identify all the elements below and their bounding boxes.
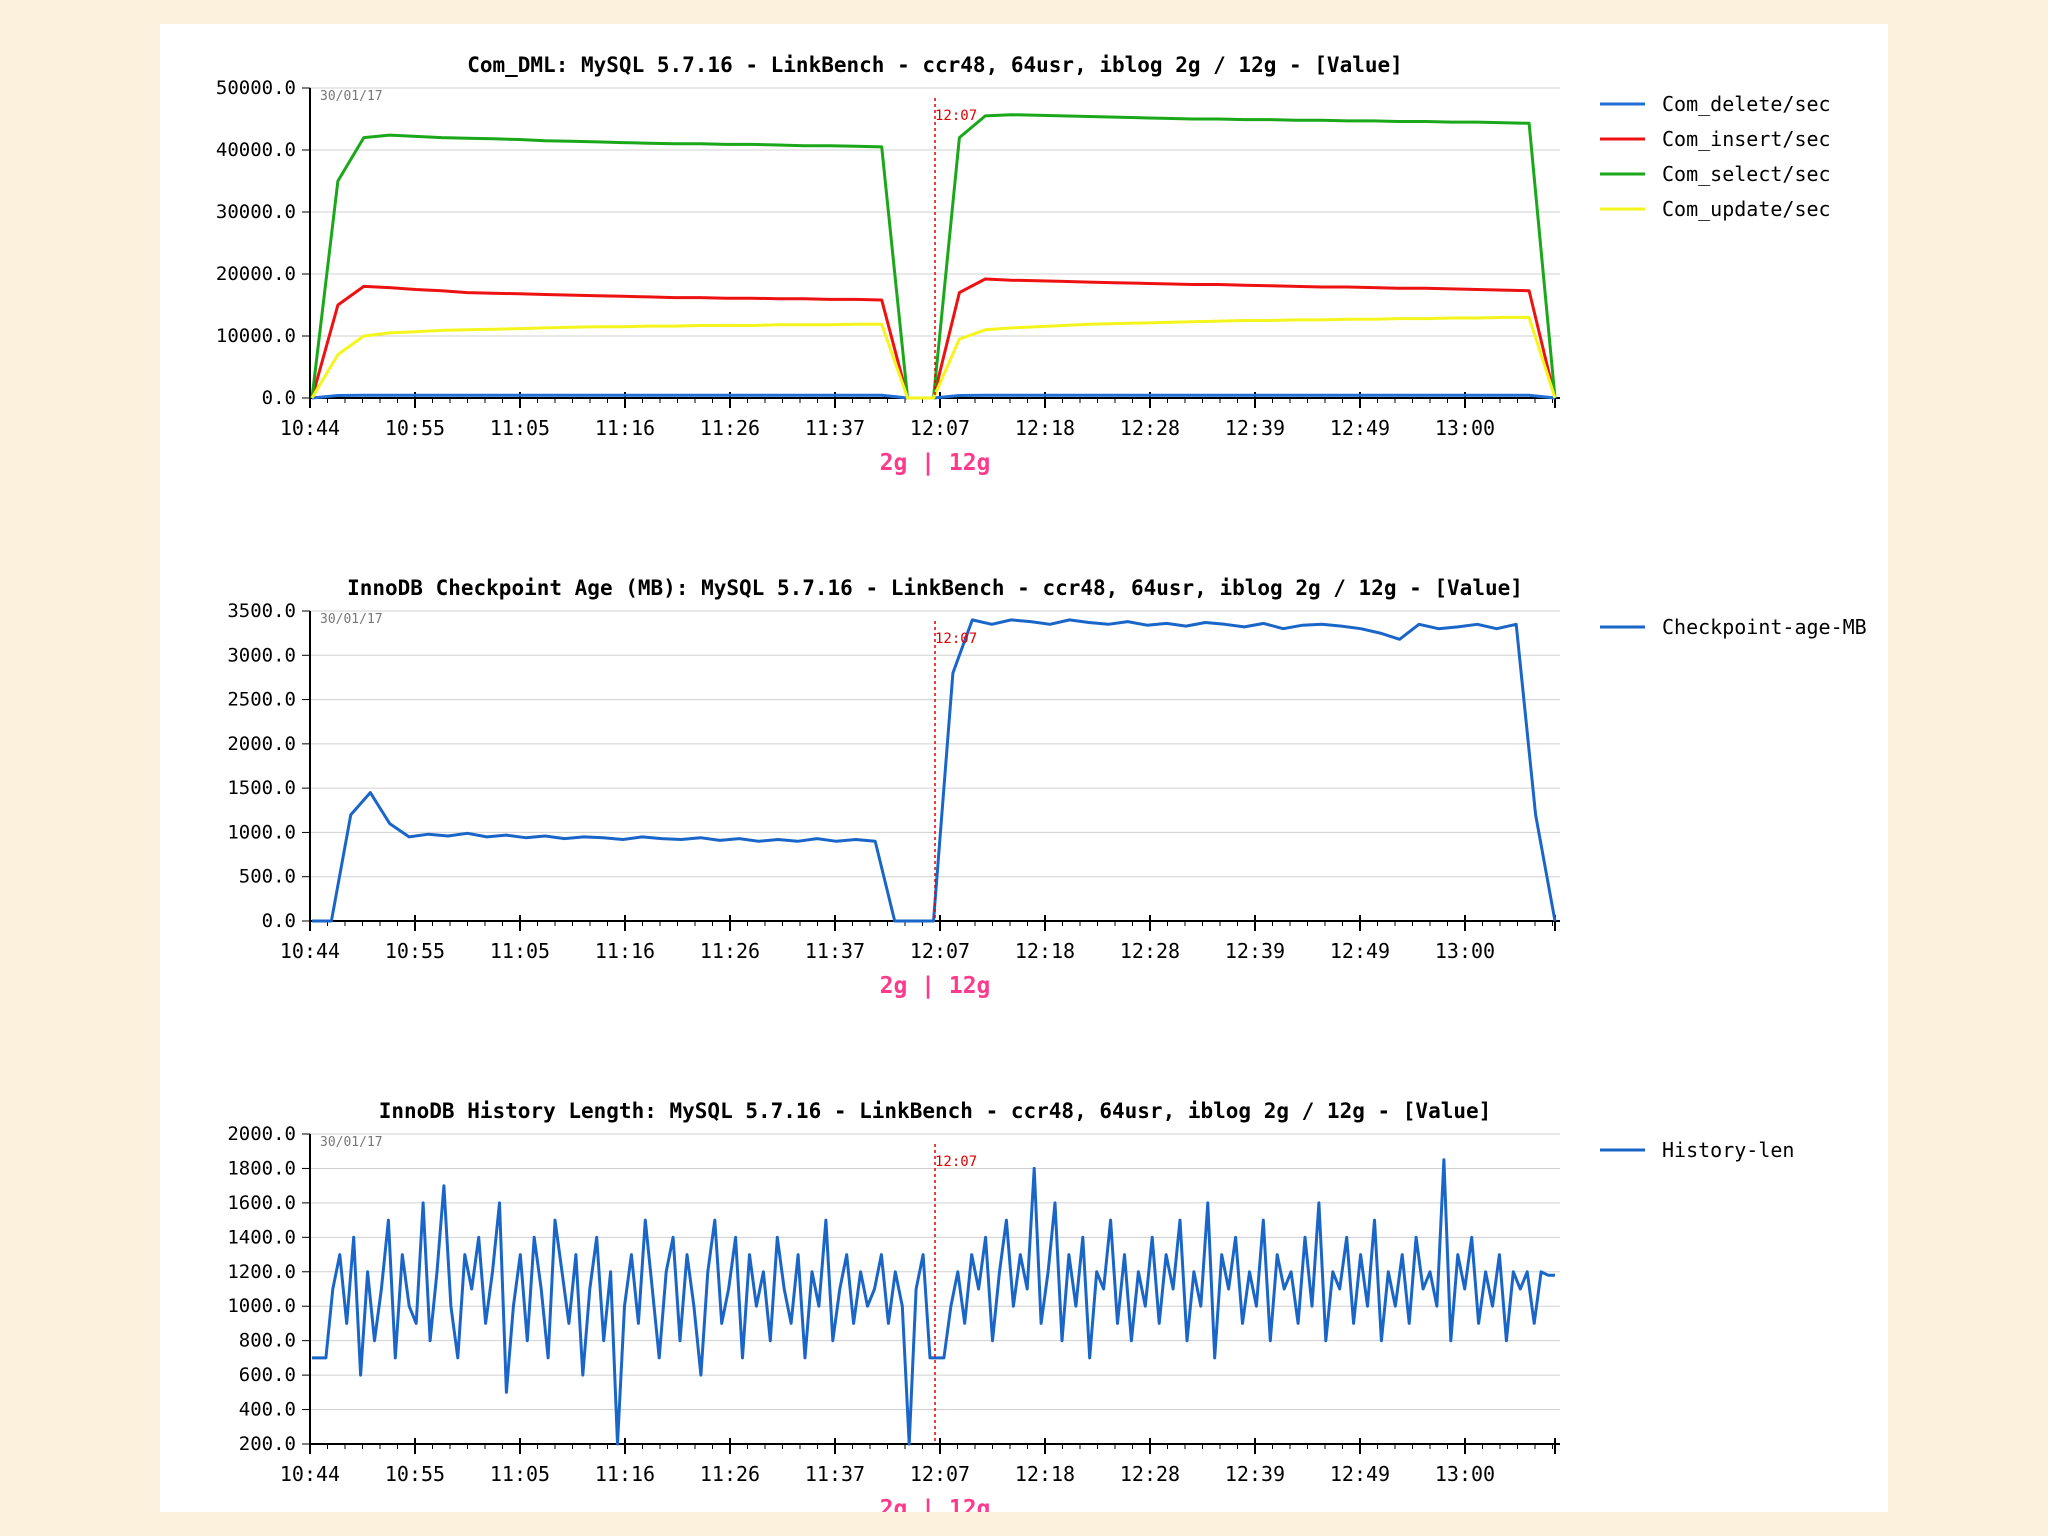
y-tick-label: 2500.0 — [227, 689, 296, 711]
marker-label: 12:07 — [935, 1154, 977, 1170]
x-tick-label: 11:26 — [700, 939, 760, 963]
y-tick-label: 40000.0 — [216, 139, 296, 161]
x-tick-label: 10:44 — [280, 1462, 340, 1486]
y-tick-label: 800.0 — [239, 1330, 296, 1352]
x-tick-label: 12:18 — [1015, 1462, 1075, 1486]
y-tick-label: 2000.0 — [227, 733, 296, 755]
legend-label: Com_delete/sec — [1662, 92, 1831, 116]
x-tick-label: 12:39 — [1225, 1462, 1285, 1486]
marker-label: 12:07 — [935, 631, 977, 647]
y-tick-label: 1200.0 — [227, 1261, 296, 1283]
x-tick-label: 13:00 — [1435, 939, 1495, 963]
legend-label: Com_update/sec — [1662, 197, 1831, 221]
date-label: 30/01/17 — [320, 89, 383, 104]
x-tick-label: 11:05 — [490, 416, 550, 440]
legend-label: Com_select/sec — [1662, 162, 1831, 186]
y-tick-label: 3000.0 — [227, 644, 296, 666]
x-tick-label: 12:07 — [910, 1462, 970, 1486]
series-line-checkpoint-age-mb — [312, 618, 1557, 923]
y-tick-label: 2000.0 — [227, 1123, 296, 1145]
x-tick-label: 10:55 — [385, 1462, 445, 1486]
footer-label: 2g | 12g — [880, 973, 991, 999]
x-tick-label: 13:00 — [1435, 1462, 1495, 1486]
x-tick-label: 12:07 — [910, 939, 970, 963]
y-tick-label: 600.0 — [239, 1364, 296, 1386]
y-tick-label: 30000.0 — [216, 201, 296, 223]
x-tick-label: 12:18 — [1015, 416, 1075, 440]
x-tick-label: 11:37 — [805, 416, 865, 440]
footer-label: 2g | 12g — [880, 1496, 991, 1512]
charts-svg: Com_DML: MySQL 5.7.16 - LinkBench - ccr4… — [216, 53, 1867, 1512]
x-tick-label: 11:05 — [490, 1462, 550, 1486]
y-tick-label: 10000.0 — [216, 325, 296, 347]
x-tick-label: 12:18 — [1015, 939, 1075, 963]
x-tick-label: 11:26 — [700, 416, 760, 440]
legend-label: Com_insert/sec — [1662, 127, 1831, 151]
y-tick-label: 500.0 — [239, 866, 296, 888]
series-line-com-update-sec — [310, 315, 1557, 400]
x-tick-label: 12:49 — [1330, 416, 1390, 440]
x-tick-label: 12:39 — [1225, 416, 1285, 440]
y-tick-label: 3500.0 — [227, 600, 296, 622]
x-tick-label: 11:16 — [595, 1462, 655, 1486]
x-tick-label: 13:00 — [1435, 416, 1495, 440]
y-tick-label: 1600.0 — [227, 1192, 296, 1214]
legend-label: Checkpoint-age-MB — [1662, 615, 1867, 639]
y-tick-label: 200.0 — [239, 1433, 296, 1455]
x-tick-label: 11:37 — [805, 939, 865, 963]
legend-label: History-len — [1662, 1138, 1794, 1162]
x-tick-label: 11:37 — [805, 1462, 865, 1486]
x-tick-label: 12:28 — [1120, 416, 1180, 440]
x-tick-label: 10:44 — [280, 939, 340, 963]
chart-title: InnoDB Checkpoint Age (MB): MySQL 5.7.16… — [347, 576, 1523, 600]
x-tick-label: 12:07 — [910, 416, 970, 440]
series-line-com-insert-sec — [310, 277, 1557, 400]
x-tick-label: 11:05 — [490, 939, 550, 963]
chart-1: Com_DML: MySQL 5.7.16 - LinkBench - ccr4… — [216, 53, 1831, 476]
chart-title: InnoDB History Length: MySQL 5.7.16 - Li… — [379, 1099, 1492, 1123]
series-line-history-len — [312, 1158, 1555, 1446]
y-tick-label: 0.0 — [262, 387, 296, 409]
date-label: 30/01/17 — [320, 612, 383, 627]
x-tick-label: 10:55 — [385, 416, 445, 440]
y-tick-label: 20000.0 — [216, 263, 296, 285]
y-tick-label: 50000.0 — [216, 77, 296, 99]
y-tick-label: 1400.0 — [227, 1226, 296, 1248]
x-tick-label: 10:55 — [385, 939, 445, 963]
chart-title: Com_DML: MySQL 5.7.16 - LinkBench - ccr4… — [467, 53, 1403, 77]
chart-2: InnoDB Checkpoint Age (MB): MySQL 5.7.16… — [227, 576, 1866, 999]
x-tick-label: 11:16 — [595, 939, 655, 963]
x-tick-label: 12:39 — [1225, 939, 1285, 963]
x-tick-label: 10:44 — [280, 416, 340, 440]
marker-label: 12:07 — [935, 108, 977, 124]
x-tick-label: 12:49 — [1330, 939, 1390, 963]
series-line-com-select-sec — [310, 113, 1557, 400]
date-label: 30/01/17 — [320, 1135, 383, 1150]
chart-3: InnoDB History Length: MySQL 5.7.16 - Li… — [227, 1099, 1794, 1512]
x-tick-label: 12:49 — [1330, 1462, 1390, 1486]
x-tick-label: 11:26 — [700, 1462, 760, 1486]
y-tick-label: 1000.0 — [227, 821, 296, 843]
x-tick-label: 11:16 — [595, 416, 655, 440]
y-tick-label: 1000.0 — [227, 1295, 296, 1317]
charts-panel: Com_DML: MySQL 5.7.16 - LinkBench - ccr4… — [160, 24, 1888, 1512]
y-tick-label: 400.0 — [239, 1399, 296, 1421]
footer-label: 2g | 12g — [880, 450, 991, 476]
x-tick-label: 12:28 — [1120, 1462, 1180, 1486]
y-tick-label: 1500.0 — [227, 777, 296, 799]
x-tick-label: 12:28 — [1120, 939, 1180, 963]
y-tick-label: 0.0 — [262, 910, 296, 932]
y-tick-label: 1800.0 — [227, 1157, 296, 1179]
